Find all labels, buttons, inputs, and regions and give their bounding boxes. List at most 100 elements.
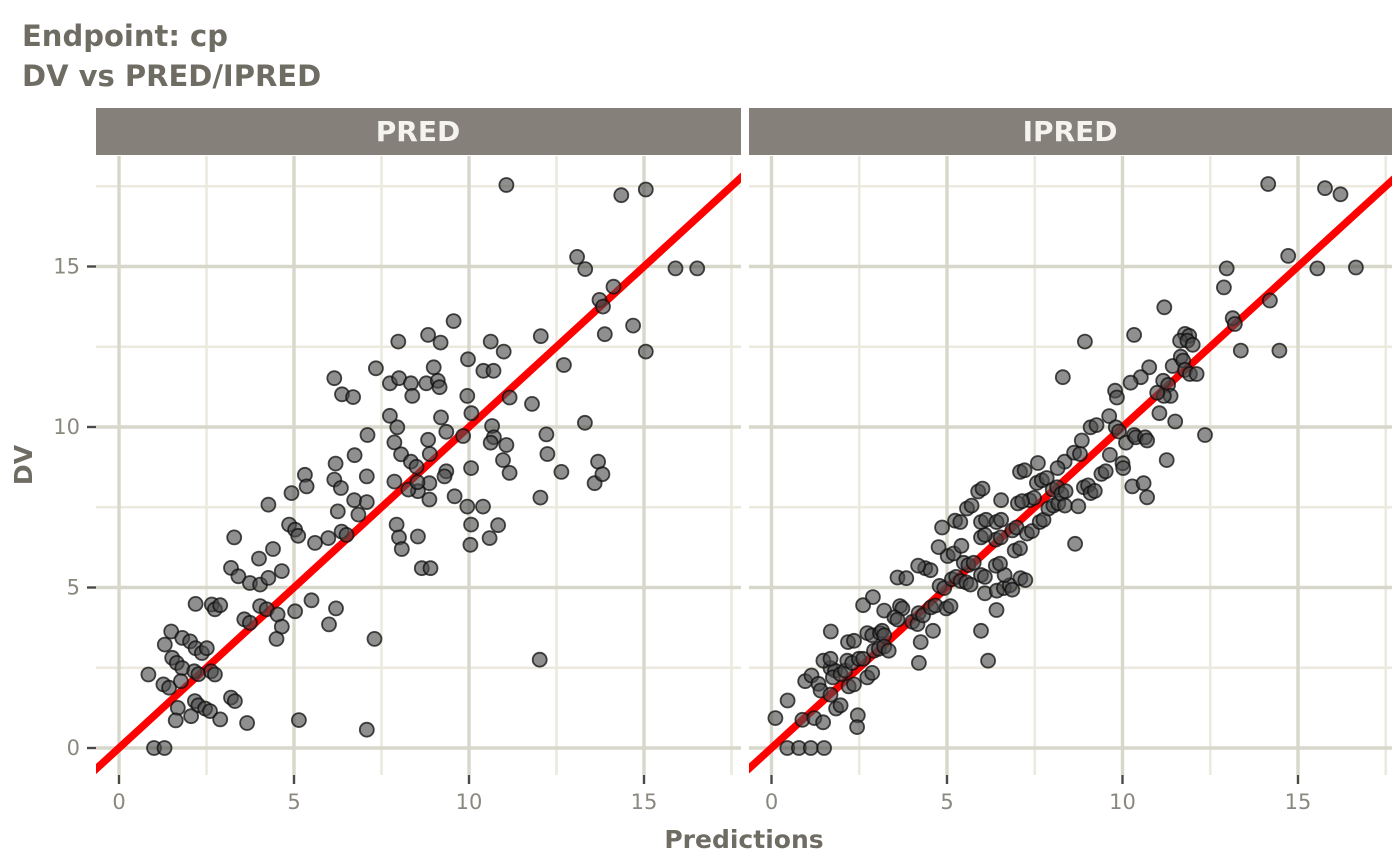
data-point (538, 426, 555, 443)
data-point (889, 611, 906, 628)
data-point (161, 679, 178, 696)
data-point (501, 389, 518, 406)
data-point (942, 598, 959, 614)
data-point (1149, 384, 1166, 401)
data-point (1280, 247, 1297, 264)
data-point (298, 478, 315, 495)
data-point (594, 466, 611, 483)
data-point (183, 708, 200, 725)
x-axis-title: Predictions (664, 825, 823, 854)
data-point (230, 568, 247, 585)
data-point (265, 541, 281, 557)
data-point (241, 614, 258, 631)
data-point (667, 260, 684, 277)
y-tick-label: 15 (53, 255, 80, 279)
y-tick-label: 5 (67, 576, 80, 600)
x-tick-label: 5 (940, 790, 953, 814)
data-point (822, 650, 839, 667)
data-point (822, 623, 839, 640)
data-point (226, 529, 243, 546)
data-point (1070, 498, 1087, 515)
data-point (1004, 581, 1021, 598)
points-group (140, 177, 706, 756)
data-point (846, 632, 862, 649)
data-point (239, 715, 256, 731)
data-point (320, 530, 337, 546)
data-point (498, 177, 515, 193)
data-point (290, 712, 307, 728)
data-point (1057, 483, 1074, 500)
data-point (206, 666, 223, 683)
data-point (1158, 452, 1175, 469)
data-point (495, 343, 512, 360)
data-point (965, 554, 982, 571)
axes: 0 5 10 15 0 5 10 15 0 5 10 15 (53, 255, 1311, 815)
data-point (425, 359, 442, 376)
data-point (1139, 432, 1155, 449)
data-point (1054, 369, 1071, 386)
data-point (532, 489, 549, 506)
x-tick-label: 5 (287, 790, 300, 814)
data-point (898, 570, 915, 587)
data-point (925, 622, 941, 639)
data-point (421, 446, 438, 462)
data-point (992, 529, 1009, 546)
data-point (637, 343, 654, 360)
data-point (446, 488, 463, 505)
strip-ipred (749, 108, 1392, 155)
data-point (977, 527, 993, 543)
data-point (855, 650, 871, 667)
plot-subtitle: DV vs PRED/IPRED (22, 59, 321, 93)
identity-line-group (749, 175, 1392, 774)
data-point (767, 710, 784, 726)
data-point (321, 616, 337, 633)
data-point (167, 712, 184, 729)
data-point (569, 248, 585, 265)
data-point (846, 676, 862, 693)
data-point (421, 491, 438, 508)
points-group (767, 176, 1364, 756)
data-point (1014, 493, 1030, 510)
data-point (482, 333, 499, 350)
data-point (816, 740, 832, 756)
data-point (613, 187, 630, 204)
data-point (911, 655, 927, 671)
data-point (367, 360, 384, 377)
data-point (290, 527, 307, 544)
data-point (988, 602, 1005, 618)
data-point (460, 351, 476, 368)
data-point (1197, 427, 1213, 443)
data-point (1086, 482, 1103, 499)
data-point (532, 328, 549, 345)
data-point (1260, 176, 1277, 192)
data-point (524, 395, 540, 412)
data-point (864, 665, 881, 681)
data-point (359, 427, 376, 443)
data-point (1135, 475, 1152, 492)
data-point (260, 496, 277, 513)
data-point (198, 640, 215, 657)
data-point (1072, 446, 1088, 462)
data-point (326, 370, 343, 387)
data-point (485, 362, 502, 379)
data-point (366, 631, 383, 647)
data-point (490, 517, 507, 534)
data-point (993, 492, 1009, 509)
data-point (779, 692, 796, 709)
data-point (436, 468, 453, 485)
data-point (459, 387, 476, 404)
data-point (409, 528, 426, 545)
data-point (953, 537, 970, 554)
data-point (268, 631, 285, 647)
data-point (408, 458, 425, 475)
data-point (1151, 405, 1168, 422)
data-point (849, 719, 865, 735)
data-point (1156, 299, 1173, 316)
data-point (260, 570, 277, 586)
y-tick-label: 0 (67, 736, 80, 760)
data-point (338, 527, 355, 543)
data-point (1232, 342, 1249, 359)
data-point (962, 576, 979, 593)
x-tick-label: 0 (112, 790, 125, 814)
data-point (1122, 374, 1139, 391)
